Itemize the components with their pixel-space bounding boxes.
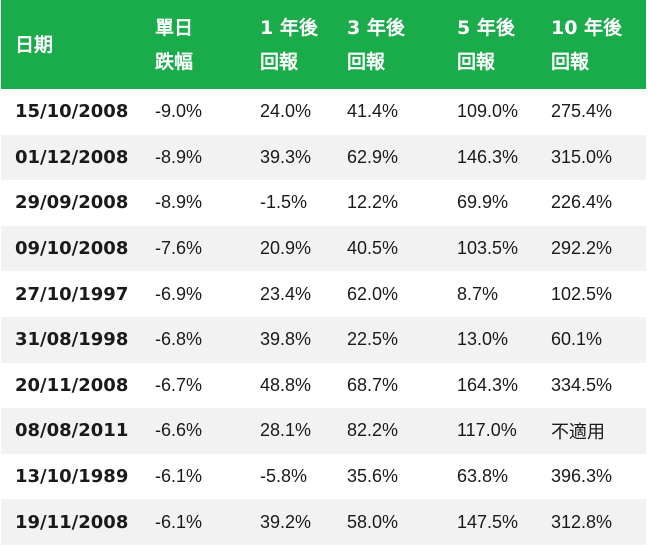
header-return-5y-line2: 回報 [457, 50, 496, 73]
table-header: 日期 單日 跌幅 1 年後 回報 3 年後 回報 5 年後 回報 10 年後 回… [1, 0, 646, 89]
cell-return-5y: 69.9% [457, 192, 509, 213]
cell-return-10y: 275.4% [551, 101, 613, 122]
header-return-5y-line1: 5 年後 [457, 16, 515, 39]
cell-drop: -6.9% [155, 283, 203, 304]
cell-drop: -9.0% [155, 101, 203, 122]
cell-return-3y: 35.6% [347, 466, 399, 487]
cell-return-3y: 58.0% [347, 511, 399, 532]
cell-drop: -7.6% [155, 238, 203, 259]
cell-return-5y: 8.7% [457, 283, 499, 304]
cell-return-1y: 39.8% [260, 329, 312, 350]
cell-return-1y: -5.8% [260, 466, 308, 487]
header-daily-drop: 單日 跌幅 [139, 0, 243, 89]
cell-return-5y: 109.0% [457, 101, 519, 122]
header-date-label: 日期 [15, 33, 54, 56]
header-date: 日期 [1, 0, 139, 89]
cell-drop: -6.1% [155, 466, 203, 487]
cell-date: 15/10/2008 [15, 101, 129, 123]
cell-date: 27/10/1997 [15, 283, 129, 305]
cell-return-3y: 62.0% [347, 283, 399, 304]
cell-return-10y: 312.8% [551, 511, 613, 532]
header-return-3y-line2: 回報 [347, 50, 386, 73]
cell-return-5y: 117.0% [457, 420, 517, 441]
header-return-10y-line1: 10 年後 [551, 16, 623, 39]
cell-return-5y: 13.0% [457, 329, 509, 350]
cell-return-3y: 22.5% [347, 329, 399, 350]
cell-drop: -8.9% [155, 146, 203, 167]
header-return-3y-line1: 3 年後 [347, 16, 405, 39]
table-row: 09/10/2008 -7.6% 20.9% 40.5% 103.5% 292.… [1, 225, 646, 272]
cell-return-5y: 164.3% [457, 374, 519, 395]
cell-return-10y: 292.2% [551, 238, 613, 259]
cell-return-10y: 226.4% [551, 192, 613, 213]
cell-return-1y: 23.4% [260, 283, 312, 304]
header-daily-drop-line1: 單日 [155, 16, 194, 39]
header-daily-drop-line2: 跌幅 [155, 50, 194, 73]
table-row: 27/10/1997 -6.9% 23.4% 62.0% 8.7% 102.5% [1, 271, 646, 317]
table-row: 29/09/2008 -8.9% -1.5% 12.2% 69.9% 226.4… [1, 180, 646, 226]
table-row: 13/10/1989 -6.1% -5.8% 35.6% 63.8% 396.3… [1, 454, 646, 500]
cell-return-5y: 63.8% [457, 466, 509, 487]
header-return-10y-line2: 回報 [551, 50, 590, 73]
cell-return-10y: 315.0% [551, 146, 613, 167]
cell-return-1y: 24.0% [260, 101, 312, 122]
cell-return-3y: 40.5% [347, 238, 399, 259]
cell-return-1y: 20.9% [260, 238, 312, 259]
header-return-5y: 5 年後 回報 [442, 0, 536, 89]
cell-return-3y: 82.2% [347, 420, 399, 441]
cell-date: 20/11/2008 [15, 374, 129, 396]
cell-date: 13/10/1989 [15, 466, 129, 488]
cell-date: 31/08/1998 [15, 329, 129, 351]
cell-drop: -6.7% [155, 374, 203, 395]
cell-return-5y: 147.5% [457, 511, 519, 532]
cell-return-1y: 39.2% [260, 511, 312, 532]
cell-return-10y: 60.1% [551, 329, 603, 350]
cell-drop: -6.6% [155, 420, 203, 441]
cell-return-1y: -1.5% [260, 192, 308, 213]
cell-drop: -8.9% [155, 192, 203, 213]
header-return-10y: 10 年後 回報 [536, 0, 646, 89]
cell-return-10y: 334.5% [551, 374, 613, 395]
table-row: 31/08/1998 -6.8% 39.8% 22.5% 13.0% 60.1% [1, 316, 646, 363]
cell-return-5y: 146.3% [457, 146, 519, 167]
header-return-3y: 3 年後 回報 [337, 0, 442, 89]
cell-date: 19/11/2008 [15, 511, 129, 533]
cell-return-5y: 103.5% [457, 238, 519, 259]
table-row: 01/12/2008 -8.9% 39.3% 62.9% 146.3% 315.… [1, 134, 646, 181]
cell-return-3y: 68.7% [347, 374, 399, 395]
cell-return-1y: 39.3% [260, 146, 312, 167]
table-row: 15/10/2008 -9.0% 24.0% 41.4% 109.0% 275.… [1, 89, 646, 135]
header-return-1y: 1 年後 回報 [243, 0, 337, 89]
cell-drop: -6.8% [155, 329, 203, 350]
cell-return-1y: 48.8% [260, 374, 312, 395]
header-return-1y-line1: 1 年後 [260, 16, 318, 39]
cell-return-1y: 28.1% [260, 420, 312, 441]
cell-return-3y: 62.9% [347, 146, 399, 167]
header-return-1y-line2: 回報 [260, 50, 299, 73]
cell-date: 09/10/2008 [15, 238, 129, 260]
table-row: 08/08/2011 -6.6% 28.1% 82.2% 117.0% 不適用 [1, 408, 646, 454]
cell-return-10y: 不適用 [551, 421, 605, 442]
cell-return-3y: 41.4% [347, 101, 399, 122]
cell-date: 29/09/2008 [15, 192, 129, 214]
cell-return-3y: 12.2% [347, 192, 399, 213]
cell-drop: -6.1% [155, 511, 203, 532]
cell-return-10y: 102.5% [551, 283, 613, 304]
cell-date: 01/12/2008 [15, 146, 129, 168]
table-row: 19/11/2008 -6.1% 39.2% 58.0% 147.5% 312.… [1, 499, 646, 545]
table-row: 20/11/2008 -6.7% 48.8% 68.7% 164.3% 334.… [1, 363, 646, 409]
cell-date: 08/08/2011 [15, 420, 129, 442]
cell-return-10y: 396.3% [551, 466, 613, 487]
